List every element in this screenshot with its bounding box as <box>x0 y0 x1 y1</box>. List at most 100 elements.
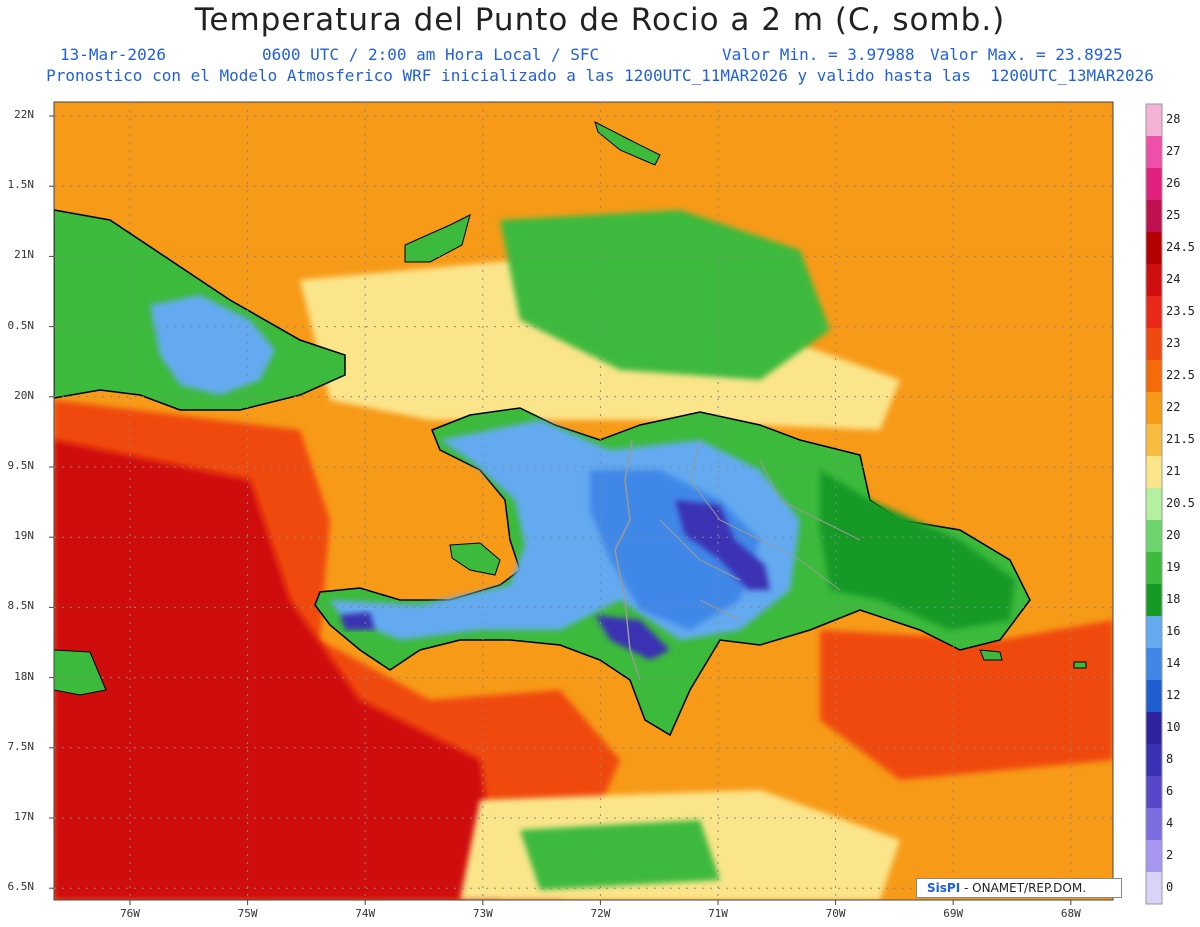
lon-label: 69W <box>943 907 964 920</box>
colorbar-swatch <box>1146 712 1162 745</box>
lat-label: 0.5N <box>7 318 35 332</box>
colorbar-swatch <box>1146 776 1162 809</box>
lon-label: 71W <box>708 907 728 920</box>
credit-brand: SisPI <box>927 881 961 895</box>
colorbar-label: 24.5 <box>1166 240 1195 254</box>
hispaniola-east-green <box>820 470 1015 630</box>
moist-area-north <box>500 210 830 380</box>
lat-label: 7.5N <box>7 739 35 753</box>
colorbar-swatch <box>1146 456 1162 489</box>
colorbar-swatch <box>1146 296 1162 329</box>
max-value: Valor Max. = 23.8925 <box>930 45 1123 64</box>
colorbar-label: 25 <box>1166 208 1181 222</box>
plot-frame <box>53 101 1114 901</box>
colorbar-swatch <box>1146 360 1162 393</box>
lon-label: 68W <box>1060 907 1081 920</box>
lat-label: 19N <box>14 529 34 543</box>
colorbar <box>1145 103 1163 905</box>
hot-sea-region <box>54 440 500 900</box>
lon-label: 74W <box>355 907 376 920</box>
jamaica-island <box>54 649 107 696</box>
lat-label: 1.5N <box>7 178 35 192</box>
colorbar-label: 2 <box>1166 848 1174 862</box>
colorbar-swatch <box>1146 232 1162 265</box>
cordillera-central-deep <box>675 500 770 590</box>
map-plot-area <box>54 102 1113 900</box>
lat-label: 9.5N <box>7 459 35 472</box>
colorbar-swatch <box>1146 744 1162 777</box>
colorbar-label: 14 <box>1166 656 1181 670</box>
colorbar-label: 22.5 <box>1166 368 1195 382</box>
colorbar-swatch <box>1146 392 1162 425</box>
colorbar-label: 27 <box>1166 144 1181 158</box>
province-borders <box>659 439 861 621</box>
caicos-islands <box>594 121 661 166</box>
lat-label: 21N <box>14 248 34 262</box>
colorbar-label: 28 <box>1166 112 1181 126</box>
sierra-bahoruco-deep <box>595 615 670 660</box>
colorbar-label: 16 <box>1166 624 1181 638</box>
colorbar-label: 18 <box>1166 592 1181 606</box>
colorbar-label: 21.5 <box>1166 432 1195 446</box>
colorbar-swatch <box>1146 552 1162 585</box>
massif-hotte-deep <box>340 612 375 630</box>
credit-org: - ONAMET/REP.DOM. <box>964 881 1087 895</box>
colorbar-frame <box>1145 103 1163 905</box>
colorbar-label: 19 <box>1166 560 1181 574</box>
credit-box: SisPI - ONAMET/REP.DOM. <box>916 878 1122 898</box>
lon-label: 75W <box>237 907 258 920</box>
colorbar-swatch <box>1146 520 1162 553</box>
map-title: Temperatura del Punto de Rocio a 2 m (C,… <box>194 2 1006 38</box>
lat-label: 22N <box>14 108 34 121</box>
lat-label: 18N <box>14 669 34 683</box>
model-info: Pronostico con el Modelo Atmosferico WRF… <box>46 66 1154 85</box>
colorbar-label: 20 <box>1166 528 1181 542</box>
colorbar-swatch <box>1146 840 1162 873</box>
lat-label: 17N <box>14 810 34 823</box>
cuba-blue-core <box>150 295 275 395</box>
colorbar-swatch <box>1146 648 1162 681</box>
mona-island <box>1073 661 1087 669</box>
colorbar-swatch <box>1146 104 1162 137</box>
colorbar-label: 8 <box>1166 752 1174 766</box>
colorbar-swatch <box>1146 264 1162 297</box>
colorbar-label: 21 <box>1166 464 1181 478</box>
lat-label: 20N <box>14 388 34 402</box>
colorbar-label: 22 <box>1166 400 1181 414</box>
colorbar-label: 4 <box>1166 816 1174 830</box>
colorbar-label: 26 <box>1166 176 1181 190</box>
colorbar-label: 24 <box>1166 272 1181 286</box>
lat-label: 6.5N <box>7 880 35 894</box>
gonave-island <box>449 542 501 576</box>
colorbar-swatch <box>1146 168 1162 201</box>
colorbar-label: 23.5 <box>1166 304 1195 318</box>
colorbar-swatch <box>1146 616 1162 649</box>
colorbar-label: 6 <box>1166 784 1174 798</box>
lon-label: 70W <box>825 907 846 920</box>
colorbar-swatch <box>1146 136 1162 169</box>
colorbar-swatch <box>1146 328 1162 361</box>
lon-label: 73W <box>472 907 493 920</box>
colorbar-swatch <box>1146 872 1162 905</box>
lon-label: 76W <box>120 907 140 920</box>
colorbar-swatch <box>1146 424 1162 457</box>
colorbar-label: 23 <box>1166 336 1181 350</box>
haiti-dr-border <box>614 439 641 681</box>
lon-label: 72W <box>590 907 611 920</box>
warm-sea-east <box>820 620 1113 780</box>
colorbar-label: 0 <box>1166 880 1174 894</box>
lat-label: 8.5N <box>7 599 35 613</box>
forecast-date: 13-Mar-2026 <box>60 45 166 64</box>
great-inagua-island <box>404 214 471 263</box>
min-value: Valor Min. = 3.97988 <box>722 45 915 64</box>
moist-area-south <box>520 820 720 890</box>
colorbar-label: 12 <box>1166 688 1181 702</box>
colorbar-swatch <box>1146 200 1162 233</box>
colorbar-swatch <box>1146 488 1162 521</box>
colorbar-swatch <box>1146 584 1162 617</box>
colorbar-swatch <box>1146 680 1162 713</box>
colorbar-swatch <box>1146 808 1162 841</box>
colorbar-label: 10 <box>1166 720 1181 734</box>
lat-lon-grid <box>49 102 1113 905</box>
